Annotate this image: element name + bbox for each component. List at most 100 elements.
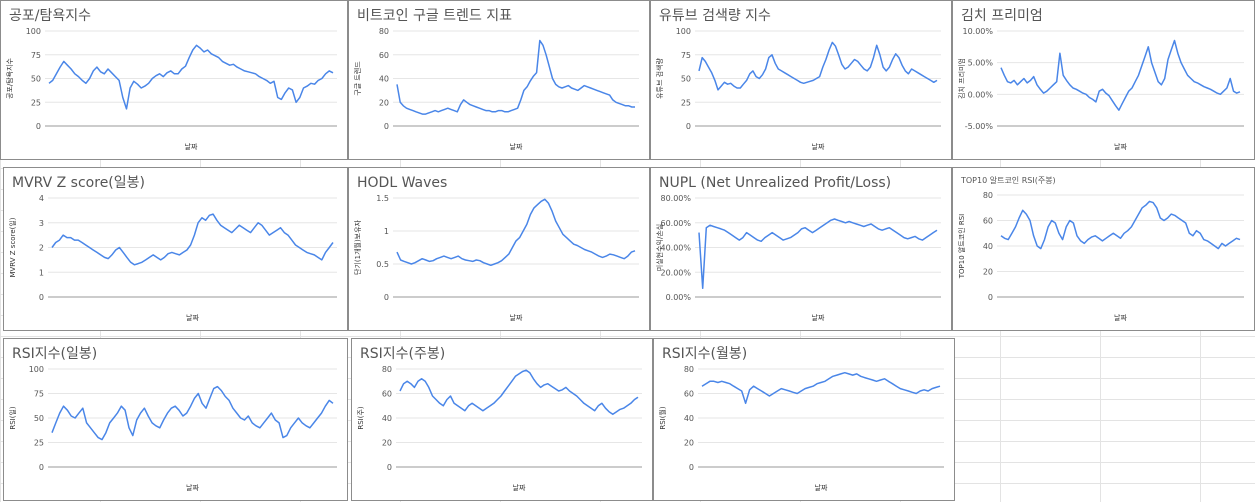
y-tick-label: 0: [988, 293, 993, 302]
chart-title: 공포/탐욕지수: [9, 8, 91, 24]
y-tick-label: 25: [31, 98, 41, 107]
chart-top10-altcoin-rsi[interactable]: TOP10 알트코인 RSI(주봉) 0 20 40 60 80 TOP10 알트코인 RS…: [952, 167, 1255, 331]
x-axis-label: 날짜: [185, 142, 198, 151]
y-tick-label: 0: [36, 122, 41, 131]
y-tick-label: 5.00%: [968, 59, 994, 68]
chart-rsi-daily[interactable]: RSI지수(일봉) 0 25 50 75 100 RSI(일) 날짜: [3, 338, 348, 501]
y-tick-label: 0.00%: [968, 90, 994, 99]
series-line: [698, 41, 938, 91]
y-tick-label: 60.00%: [660, 219, 691, 228]
y-tick-label: 0: [686, 122, 691, 131]
y-tick-label: 60: [379, 51, 389, 60]
x-axis-label: 날짜: [186, 483, 199, 492]
y-tick-label: 40: [382, 414, 392, 423]
chart-hodl-waves[interactable]: HODL Waves 0 0.5 1 1.5 단기(1개월)보유자 날짜: [348, 167, 650, 331]
x-axis-label: 날짜: [1114, 313, 1127, 322]
y-tick-label: 20: [684, 439, 694, 448]
chart-title: NUPL (Net Unrealized Profit/Loss): [659, 175, 891, 191]
y-tick-label: 0: [384, 122, 389, 131]
y-axis-label: 김치 프리미엄: [957, 58, 966, 99]
series-line: [51, 385, 334, 441]
y-tick-label: 0.5: [376, 260, 389, 269]
y-tick-label: 60: [382, 390, 392, 399]
chart-title: MVRV Z score(일봉): [12, 175, 145, 191]
series-line: [1000, 39, 1241, 111]
chart-nupl[interactable]: NUPL (Net Unrealized Profit/Loss) 0.00% 20…: [650, 167, 952, 331]
y-tick-label: 80: [379, 27, 389, 36]
series-line: [399, 369, 639, 416]
chart-title: RSI지수(주봉): [360, 346, 445, 362]
y-axis-label: 미실현수익/손실: [655, 224, 664, 271]
series-line: [701, 371, 941, 405]
y-tick-label: 20.00%: [660, 268, 691, 277]
x-axis-label: 날짜: [815, 483, 828, 492]
chart-title: TOP10 알트코인 RSI(주봉): [960, 175, 1056, 185]
x-axis-label: 날짜: [186, 313, 199, 322]
y-tick-label: 10.00%: [962, 27, 993, 36]
y-tick-label: 60: [983, 217, 993, 226]
y-tick-label: 1.5: [376, 194, 389, 203]
y-tick-label: 20: [379, 98, 389, 107]
y-tick-label: 20: [382, 439, 392, 448]
y-tick-label: 20: [983, 268, 993, 277]
y-tick-label: 75: [681, 51, 691, 60]
y-tick-label: -5.00%: [965, 122, 994, 131]
chart-google-trends[interactable]: 비트코인 구글 트렌드 지표 0 20 40 60 80 구글 트렌드 날짜: [348, 0, 650, 160]
series-line: [396, 198, 636, 267]
chart-title: 유튜브 검색량 지수: [659, 8, 771, 24]
y-tick-label: 1: [384, 227, 389, 236]
y-tick-label: 40: [983, 242, 993, 251]
series-line: [698, 218, 938, 290]
y-tick-label: 40: [379, 75, 389, 84]
chart-rsi-monthly[interactable]: RSI지수(월봉) 0 20 40 60 80 RSI(월) 날짜: [653, 338, 955, 501]
chart-rsi-weekly[interactable]: RSI지수(주봉) 0 20 40 60 80 RSI(주) 날짜: [351, 338, 653, 501]
chart-title: HODL Waves: [357, 175, 447, 191]
chart-title: 김치 프리미엄: [961, 8, 1043, 24]
chart-fear-greed[interactable]: 공포/탐욕지수 0 25 50 75 100 공포/탐욕지수 날짜: [0, 0, 348, 160]
chart-svg: RSI지수(일봉) 0 25 50 75 100 RSI(일) 날짜: [8, 346, 337, 492]
y-tick-label: 80: [983, 191, 993, 200]
y-tick-label: 75: [31, 51, 41, 60]
y-tick-label: 80: [382, 365, 392, 374]
y-tick-label: 100: [26, 27, 41, 36]
y-axis-label: 유튜브 검색량: [655, 58, 664, 99]
y-axis-label: RSI(주): [357, 406, 365, 430]
series-line: [48, 44, 334, 110]
y-tick-label: 0: [39, 293, 44, 302]
y-tick-label: 2: [39, 244, 44, 253]
chart-mvrv-z[interactable]: MVRV Z score(일봉) 0 1 2 3 4 MVRV Z score(일) 날짜: [3, 167, 348, 331]
y-tick-label: 0.00%: [666, 293, 692, 302]
y-tick-label: 60: [684, 390, 694, 399]
y-axis-label: TOP10 알트코인 RSI: [957, 214, 966, 280]
y-axis-label: 구글 트렌드: [353, 61, 362, 96]
y-tick-label: 1: [39, 268, 44, 277]
y-tick-label: 25: [681, 98, 691, 107]
y-tick-label: 0: [384, 293, 389, 302]
y-axis-label: 단기(1개월)보유자: [353, 219, 362, 275]
y-tick-label: 50: [31, 75, 41, 84]
x-axis-label: 날짜: [812, 313, 825, 322]
x-axis-label: 날짜: [1114, 142, 1127, 151]
series-line: [1000, 200, 1241, 250]
chart-title: 비트코인 구글 트렌드 지표: [357, 8, 512, 24]
y-tick-label: 0: [387, 463, 392, 472]
y-axis-label: MVRV Z score(일): [8, 217, 17, 277]
y-tick-label: 75: [34, 390, 44, 399]
y-tick-label: 80.00%: [660, 194, 691, 203]
y-tick-label: 50: [34, 414, 44, 423]
y-tick-label: 100: [29, 365, 44, 374]
chart-svg: RSI지수(월봉) 0 20 40 60 80 RSI(월) 날짜: [658, 346, 944, 492]
y-axis-label: RSI(일): [8, 406, 17, 430]
chart-title: RSI지수(월봉): [662, 346, 747, 362]
x-axis-label: 날짜: [812, 142, 825, 151]
y-tick-label: 4: [39, 194, 44, 203]
y-tick-label: 100: [676, 27, 691, 36]
y-tick-label: 50: [681, 75, 691, 84]
chart-title: RSI지수(일봉): [12, 346, 97, 362]
